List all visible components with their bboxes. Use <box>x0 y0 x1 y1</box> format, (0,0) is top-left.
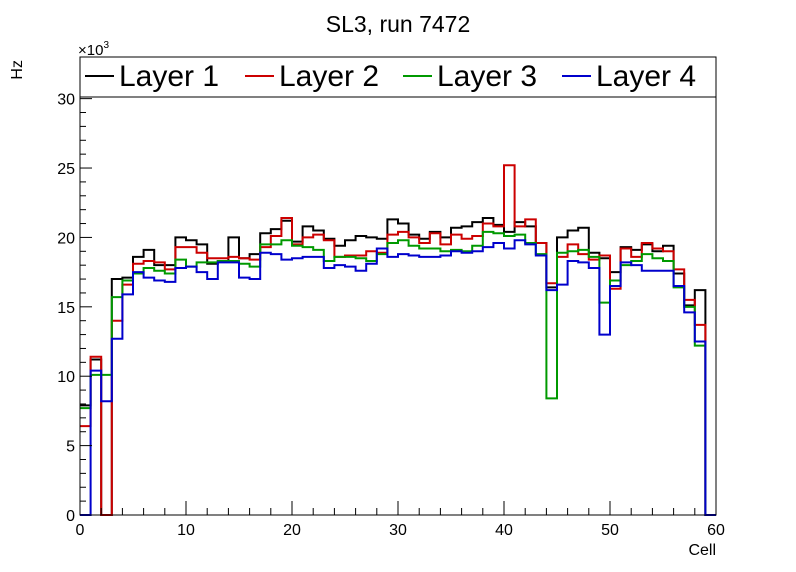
x-tick-label: 20 <box>283 522 301 539</box>
y-tick-label: 15 <box>57 300 75 317</box>
x-tick-label: 50 <box>601 522 619 539</box>
series-line-layer-4 <box>80 239 716 516</box>
legend-label-layer-1: Layer 1 <box>119 60 219 93</box>
series-line-layer-2 <box>80 164 716 516</box>
y-tick-label: 20 <box>57 230 75 247</box>
legend: Layer 1 Layer 2 Layer 3 Layer 4 <box>79 56 717 98</box>
y-tick-label: 0 <box>66 508 75 525</box>
series-layer <box>80 164 716 516</box>
x-tick-label: 30 <box>389 522 407 539</box>
y-axis-exponent: ×103 <box>78 40 109 59</box>
y-tick-label: 10 <box>57 369 75 386</box>
y-axis-label: Hz <box>9 60 26 80</box>
series-line-layer-3 <box>80 230 716 516</box>
x-tick-label: 60 <box>707 522 725 539</box>
y-exponent-power: 3 <box>103 40 109 51</box>
legend-label-layer-2: Layer 2 <box>279 60 379 93</box>
legend-label-layer-3: Layer 3 <box>437 60 537 93</box>
x-tick-label: 40 <box>495 522 513 539</box>
x-tick-label: 0 <box>76 522 85 539</box>
chart-title: SL3, run 7472 <box>326 11 471 37</box>
x-axis-label: Cell <box>688 542 716 559</box>
y-tick-label: 30 <box>57 92 75 109</box>
y-tick-label: 25 <box>57 161 75 178</box>
legend-label-layer-4: Layer 4 <box>596 60 696 93</box>
y-exponent-base: ×10 <box>78 42 103 59</box>
y-tick-label: 5 <box>66 439 75 456</box>
legend-box <box>79 56 717 98</box>
x-tick-label: 10 <box>177 522 195 539</box>
